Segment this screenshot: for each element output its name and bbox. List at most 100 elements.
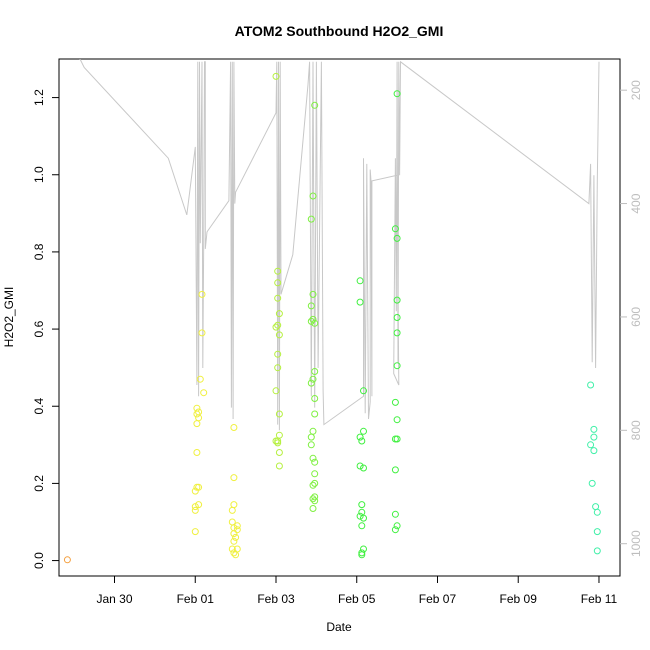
data-point	[356, 512, 364, 520]
data-point	[275, 462, 283, 470]
data-point	[590, 433, 598, 441]
y-tick-label: 0.0	[32, 552, 46, 569]
data-point	[311, 493, 319, 501]
data-point	[275, 410, 283, 418]
y-tick-label: 1.0	[32, 166, 46, 183]
data-point	[228, 506, 236, 514]
data-point	[593, 547, 601, 555]
data-point	[393, 90, 401, 98]
right-tick-label: 200	[629, 80, 643, 100]
chart-title: ATOM2 Southbound H2O2_GMI	[235, 23, 444, 39]
x-tick-label: Feb 07	[419, 592, 457, 606]
data-point	[356, 462, 364, 470]
data-point	[311, 101, 319, 109]
x-tick-label: Feb 09	[500, 592, 538, 606]
data-point	[593, 528, 601, 536]
data-point	[590, 447, 598, 455]
plot-frame	[58, 58, 621, 577]
data-point	[309, 427, 317, 435]
data-point	[233, 522, 241, 530]
right-tick-label: 400	[629, 193, 643, 213]
data-point	[360, 514, 367, 522]
data-point	[191, 528, 199, 536]
data-point	[393, 314, 401, 321]
data-point	[272, 72, 280, 80]
data-point	[272, 387, 280, 395]
data-point	[356, 298, 364, 306]
data-point	[233, 545, 241, 553]
data-point	[275, 310, 283, 318]
data-point	[307, 379, 315, 387]
x-tick-label: Feb 11	[581, 592, 618, 606]
data-point	[391, 398, 399, 406]
data-point	[393, 296, 401, 304]
data-point	[230, 424, 238, 431]
data-point	[393, 329, 401, 337]
data-point	[592, 503, 600, 511]
data-point	[274, 439, 282, 447]
right-tick-label: 600	[629, 307, 643, 327]
data-point	[228, 545, 236, 553]
right-axis: 200 400 600 800 1000	[620, 80, 643, 557]
data-point	[358, 522, 366, 530]
y-tick-label: 0.8	[32, 243, 46, 260]
data-point	[193, 449, 201, 456]
data-point	[356, 277, 364, 285]
x-tick-label: Feb 01	[177, 592, 215, 606]
data-point	[587, 441, 595, 449]
y-tick-label: 0.2	[32, 475, 46, 492]
data-point	[311, 368, 319, 375]
data-point	[272, 323, 280, 331]
data-point	[274, 294, 282, 302]
points-layer	[63, 72, 601, 564]
profile-line	[79, 59, 600, 431]
data-point	[309, 315, 317, 323]
data-point	[358, 437, 366, 445]
data-point	[307, 317, 315, 325]
data-point	[593, 508, 601, 516]
data-point	[193, 420, 201, 428]
data-point	[309, 192, 317, 200]
data-point	[63, 556, 71, 564]
data-point	[274, 279, 282, 287]
x-tick-label: Feb 03	[257, 592, 295, 606]
right-tick-label: 1000	[629, 530, 643, 557]
data-point	[311, 319, 319, 327]
data-point	[274, 321, 282, 329]
data-point	[275, 449, 283, 456]
data-point	[309, 375, 317, 383]
data-point	[358, 549, 366, 557]
data-point	[391, 510, 399, 518]
data-point	[393, 522, 401, 530]
data-point	[393, 416, 401, 424]
data-point	[275, 331, 283, 339]
data-point	[233, 526, 241, 534]
data-point	[311, 497, 319, 505]
data-point	[230, 501, 238, 509]
data-point	[588, 479, 596, 487]
x-tick-label: Jan 30	[96, 592, 132, 606]
data-point	[393, 435, 401, 443]
data-point	[307, 302, 315, 310]
right-tick-label: 800	[629, 420, 643, 440]
data-point	[196, 375, 204, 383]
data-point	[274, 350, 282, 358]
data-point	[309, 454, 317, 462]
data-point	[360, 387, 367, 395]
data-point	[195, 408, 203, 416]
data-point	[309, 495, 317, 503]
data-point	[232, 533, 240, 541]
x-axis-label: Date	[326, 620, 352, 634]
data-point	[587, 381, 595, 389]
data-point	[360, 427, 367, 435]
data-point	[590, 425, 598, 433]
data-point	[360, 545, 367, 553]
data-point	[311, 395, 319, 402]
data-point	[311, 479, 319, 487]
data-point	[200, 389, 208, 397]
data-point	[309, 290, 317, 298]
data-point	[307, 215, 315, 223]
data-point	[391, 466, 399, 474]
y-axis-label: H2O2_GMI	[2, 287, 16, 348]
data-point	[274, 267, 282, 275]
